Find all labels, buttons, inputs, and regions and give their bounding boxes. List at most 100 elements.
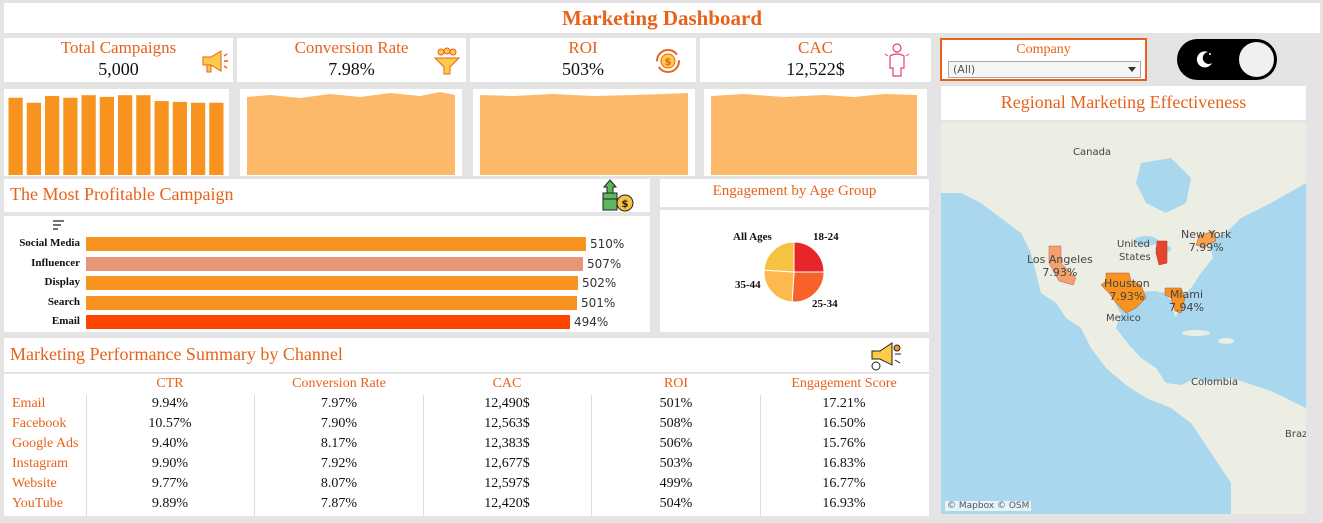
theme-toggle[interactable] (1177, 39, 1277, 80)
bar[interactable] (86, 295, 577, 310)
spark-bar (172, 101, 187, 175)
conversion-trend-chart (240, 89, 462, 176)
profitable-campaign-header: The Most Profitable Campaign $ (4, 179, 650, 212)
divider (423, 395, 424, 516)
kpi-roi: ROI 503% $ (470, 38, 696, 82)
kpi-total-campaigns: Total Campaigns 5,000 (4, 38, 233, 82)
map-label-us-2: States (1119, 252, 1151, 263)
svg-text:$: $ (622, 199, 629, 210)
city-name: Miami (1169, 288, 1203, 301)
table-cell: 8.07% (320, 476, 358, 491)
row-channel: Website (12, 476, 57, 491)
table-cell: 7.97% (320, 396, 358, 411)
table-cell: 7.92% (320, 456, 358, 471)
sort-icon[interactable] (52, 219, 66, 231)
city-value: 7.94% (1169, 301, 1204, 314)
map-label-mexico: Mexico (1106, 313, 1141, 324)
roi-trend-chart (473, 89, 695, 176)
table-cell: 503% (659, 456, 693, 471)
company-select[interactable]: (All) (948, 61, 1141, 78)
spark-bar (154, 101, 169, 175)
table-cell: 12,563$ (484, 416, 530, 431)
kpi-conversion-rate: Conversion Rate 7.98% (237, 38, 466, 82)
pie-label-25-34: 25-34 (812, 298, 838, 310)
pie-label-18-24: 18-24 (813, 231, 839, 243)
bar-label: Influencer (31, 256, 80, 269)
table-cell: 12,490$ (484, 396, 530, 411)
city-value: 7.93% (1042, 266, 1078, 279)
city-houston[interactable]: Houston 7.93% (1104, 277, 1150, 303)
bar[interactable] (86, 315, 570, 329)
kpi-label: ROI (568, 38, 598, 57)
row-channel: YouTube (12, 496, 63, 511)
spark-bar (209, 102, 224, 175)
city-name: New York (1181, 228, 1232, 241)
city-los-angeles[interactable]: Los Angeles 7.93% (1027, 253, 1093, 279)
pie-slice[interactable] (763, 241, 795, 273)
kpi-cac: CAC 12,522$ (700, 38, 931, 82)
bar-value: 507% (587, 256, 622, 271)
cac-trend-svg (711, 94, 917, 175)
section-title: Marketing Performance Summary by Channel (10, 344, 343, 364)
marketing-megaphone-icon (871, 342, 901, 371)
bar[interactable] (86, 256, 583, 271)
kpi-label: CAC (798, 38, 833, 57)
bar-label: Social Media (19, 237, 80, 249)
row-channel: Google Ads (12, 436, 79, 451)
row-channel: Facebook (12, 416, 67, 431)
spark-bar (26, 102, 41, 175)
city-value: 7.99% (1188, 241, 1224, 254)
bar[interactable] (86, 237, 586, 251)
section-title: Regional Marketing Effectiveness (1000, 92, 1247, 112)
toggle-knob (1239, 42, 1274, 77)
column-header: CTR (156, 376, 184, 391)
divider (86, 395, 87, 516)
table-cell: 12,677$ (484, 456, 530, 471)
column-header: CAC (492, 376, 522, 391)
pie-slice[interactable] (763, 269, 795, 303)
divider (760, 395, 761, 516)
company-filter-label: Company (1016, 42, 1071, 57)
table-cell: 506% (659, 436, 693, 451)
bar-value: 501% (581, 295, 616, 310)
table-cell: 501% (659, 396, 693, 411)
moon-icon (1196, 51, 1212, 68)
column-header: Conversion Rate (292, 376, 386, 391)
divider (254, 395, 255, 516)
svg-text:$: $ (665, 57, 672, 68)
bar-label: Email (51, 315, 80, 327)
page-title: Marketing Dashboard (561, 6, 763, 30)
map-land-svg (941, 123, 1306, 514)
spark-bar (63, 97, 78, 175)
table-cell: 15.76% (822, 436, 866, 451)
kpi-label: Total Campaigns (60, 38, 177, 57)
table-cell: 16.83% (822, 456, 866, 471)
company-filter: Company (All) (940, 38, 1147, 81)
section-title: Engagement by Age Group (712, 183, 877, 199)
city-value: 7.93% (1109, 290, 1145, 303)
city-name: Los Angeles (1027, 253, 1093, 266)
age-group-chart: All Ages 18-24 35-44 25-34 (660, 210, 929, 332)
bar-label: Search (47, 295, 80, 308)
city-miami[interactable]: Miami 7.94% (1169, 288, 1204, 314)
pie-slice[interactable] (793, 241, 825, 273)
table-cell: 17.21% (822, 396, 866, 411)
table-cell: 7.87% (320, 496, 358, 511)
spark-bar (81, 95, 96, 175)
table-cell: 9.94% (151, 396, 189, 411)
kpi-label: Conversion Rate (294, 38, 409, 57)
regional-map[interactable]: Canada United States Mexico Colombia Bra… (941, 123, 1306, 514)
city-new-york[interactable]: New York 7.99% (1181, 228, 1231, 254)
conversion-trend-svg (247, 92, 455, 175)
kpi-value: 5,000 (98, 59, 139, 79)
table-cell: 12,383$ (484, 436, 530, 451)
campaigns-trend-chart (4, 89, 229, 176)
table-cell: 508% (659, 416, 693, 431)
pie-slice[interactable] (791, 271, 825, 303)
table-cell: 12,420$ (484, 496, 530, 511)
map-label-colombia: Colombia (1191, 377, 1238, 388)
bar-value: 510% (590, 237, 625, 251)
pie-label-all-ages: All Ages (733, 231, 772, 243)
bar[interactable] (86, 276, 578, 290)
spark-bar (8, 97, 23, 175)
